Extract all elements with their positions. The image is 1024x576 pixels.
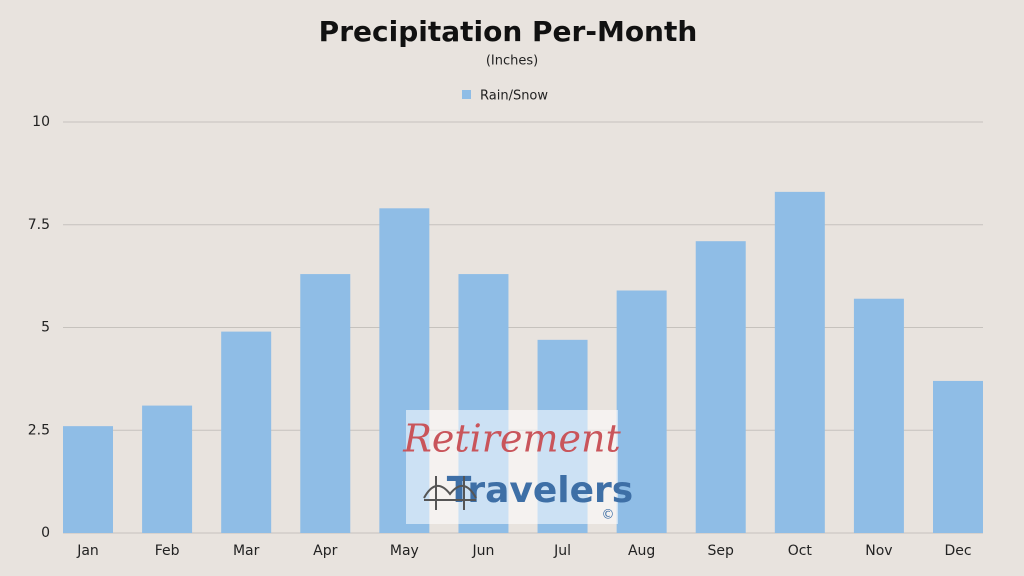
x-tick-label: Jun <box>472 543 495 559</box>
x-tick-label: Feb <box>155 543 180 559</box>
chart-title: Precipitation Per-Month <box>319 15 698 48</box>
bar <box>221 331 272 533</box>
watermark-line2: Travelers <box>447 470 633 511</box>
x-tick-label: Aug <box>628 543 655 559</box>
bar <box>695 241 746 533</box>
x-tick-label: Apr <box>313 543 337 559</box>
y-tick-label: 0 <box>41 525 50 541</box>
bar <box>300 274 351 533</box>
bar <box>616 290 667 533</box>
watermark-box <box>406 410 618 524</box>
chart-subtitle: (Inches) <box>486 54 538 69</box>
x-tick-label: Jan <box>76 543 99 559</box>
bar <box>774 191 825 533</box>
bar <box>63 426 113 533</box>
x-tick-label: Jul <box>553 543 571 559</box>
watermark-mark: © <box>602 508 615 523</box>
watermark: Retirement Travelers © <box>402 410 633 524</box>
y-tick-label: 7.5 <box>28 217 50 233</box>
y-tick-label: 2.5 <box>28 422 50 438</box>
y-tick-label: 5 <box>41 320 50 336</box>
bar <box>142 405 193 533</box>
y-tick-label: 10 <box>32 114 50 130</box>
bar <box>933 380 983 533</box>
x-tick-label: Oct <box>788 543 813 559</box>
x-tick-label: Mar <box>233 543 260 559</box>
x-tick-label: Sep <box>708 543 735 559</box>
watermark-line1: Retirement <box>402 417 621 461</box>
legend-swatch <box>462 90 471 99</box>
x-tick-label: Nov <box>865 543 892 559</box>
bridge-icon <box>423 476 477 510</box>
x-tick-label: May <box>390 543 419 559</box>
bar <box>853 298 904 533</box>
legend-label: Rain/Snow <box>480 89 548 104</box>
x-tick-label: Dec <box>944 543 971 559</box>
